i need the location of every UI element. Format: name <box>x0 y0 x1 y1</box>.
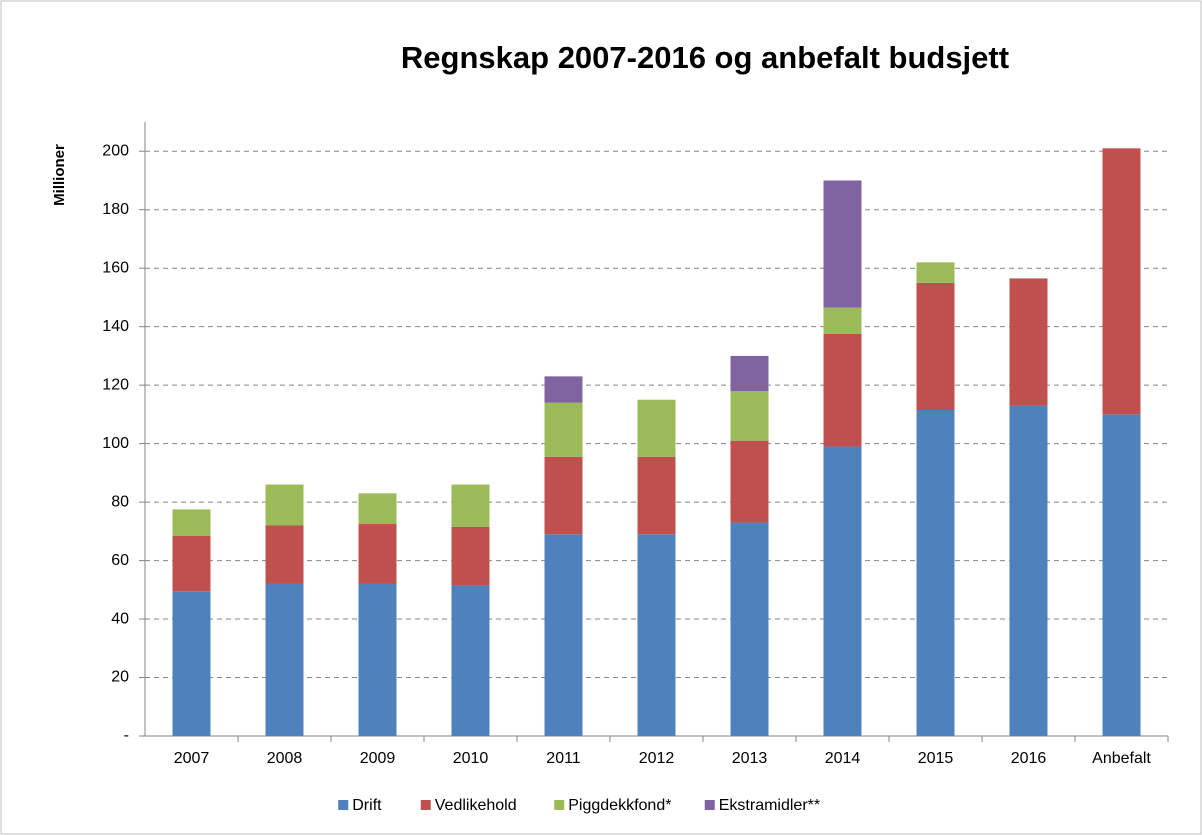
bar-segment <box>823 307 862 334</box>
bar-segment <box>730 522 769 736</box>
bar-segment <box>544 402 583 457</box>
y-tick-label: 60 <box>111 552 129 569</box>
legend-label: Ekstramidler** <box>719 797 820 814</box>
bar-segment <box>823 446 862 736</box>
bar-segment <box>265 484 304 526</box>
x-tick-label: 2016 <box>1011 750 1047 767</box>
bar-segment <box>544 376 583 403</box>
legend-label: Drift <box>352 797 382 814</box>
x-tick-label: 2015 <box>918 750 954 767</box>
bar-segment <box>451 484 490 527</box>
x-tick-label: 2008 <box>267 750 303 767</box>
bar-segment <box>637 456 676 535</box>
bar-segment <box>451 585 490 736</box>
x-tick-label: Anbefalt <box>1092 750 1151 767</box>
y-tick-label: 180 <box>102 201 129 218</box>
bar-segment <box>637 399 676 457</box>
y-tick-label: 120 <box>102 376 129 393</box>
bar-segment <box>1102 414 1141 736</box>
bar-segment <box>916 282 955 410</box>
y-tick-label: 140 <box>102 318 129 335</box>
x-tick-label: 2012 <box>639 750 675 767</box>
x-tick-label: 2014 <box>825 750 861 767</box>
x-tick-label: 2013 <box>732 750 768 767</box>
y-tick-label: 200 <box>102 142 129 159</box>
bar-segment <box>823 333 862 447</box>
x-tick-label: 2009 <box>360 750 396 767</box>
x-tick-label: 2010 <box>453 750 489 767</box>
legend-swatch <box>704 800 715 810</box>
bar-segment <box>544 534 583 736</box>
x-tick-label: 2011 <box>546 750 581 767</box>
bar-segment <box>1009 278 1048 406</box>
y-tick-label: 160 <box>102 259 129 276</box>
bar-segment <box>544 456 583 535</box>
y-tick-label: 100 <box>102 435 129 452</box>
bar-segment <box>451 526 490 586</box>
y-tick-label: 80 <box>111 493 129 510</box>
y-tick-label: - <box>124 727 129 744</box>
bar-segment <box>358 524 397 584</box>
bar-segment <box>172 509 211 536</box>
bar-segment <box>172 535 211 592</box>
bar-segment <box>823 180 862 308</box>
legend-label: Vedlikehold <box>435 797 517 814</box>
bar-segment <box>730 440 769 523</box>
y-axis-label: Millioner <box>51 144 68 206</box>
legend-label: Piggdekkfond* <box>568 797 671 814</box>
bar-segment <box>730 390 769 441</box>
bar-segment <box>730 355 769 391</box>
bar-segment <box>637 534 676 736</box>
legend-swatch <box>420 800 431 810</box>
chart-title: Regnskap 2007-2016 og anbefalt budsjett <box>401 40 1009 75</box>
y-tick-label: 20 <box>111 669 129 686</box>
bar-segment <box>172 591 211 736</box>
bar-segment <box>265 525 304 584</box>
bar-segment <box>358 493 397 525</box>
bar-segment <box>1009 405 1048 736</box>
bar-segment <box>916 409 955 736</box>
legend-swatch <box>554 800 565 810</box>
legend-swatch <box>338 800 349 810</box>
bar-segment <box>1102 148 1141 415</box>
bar-segment <box>358 583 397 736</box>
bar-segment <box>916 262 955 283</box>
y-tick-label: 40 <box>111 610 129 627</box>
x-tick-label: 2007 <box>174 750 210 767</box>
bar-segment <box>265 583 304 736</box>
